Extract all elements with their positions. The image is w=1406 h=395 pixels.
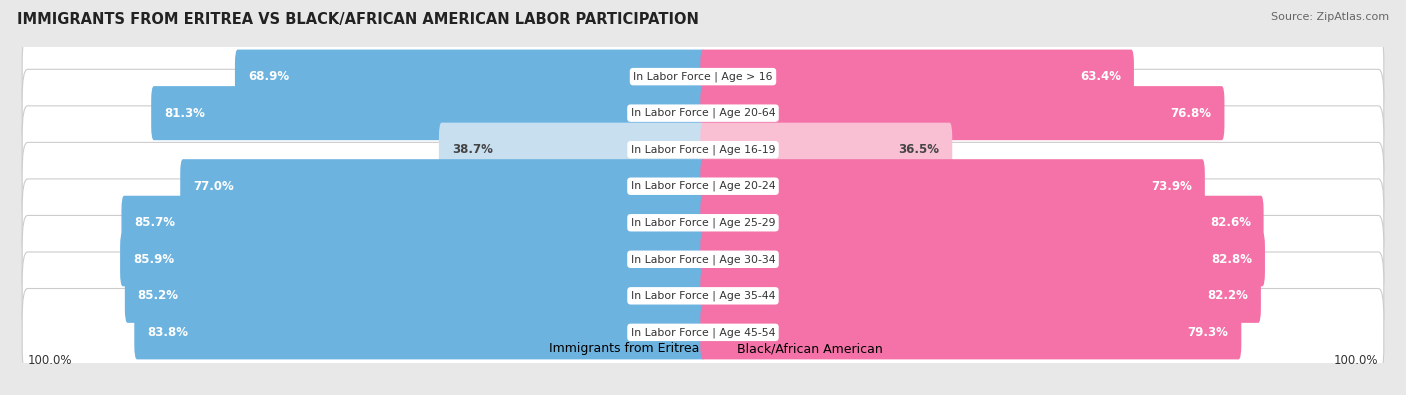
Text: 85.7%: 85.7% [135,216,176,229]
FancyBboxPatch shape [22,69,1384,157]
FancyBboxPatch shape [700,50,1133,103]
Text: In Labor Force | Age 35-44: In Labor Force | Age 35-44 [631,291,775,301]
Text: 81.3%: 81.3% [165,107,205,120]
Text: 82.2%: 82.2% [1208,289,1249,302]
FancyBboxPatch shape [22,252,1384,340]
FancyBboxPatch shape [700,196,1264,250]
FancyBboxPatch shape [22,288,1384,376]
Text: In Labor Force | Age 16-19: In Labor Force | Age 16-19 [631,145,775,155]
Text: 82.6%: 82.6% [1209,216,1251,229]
Legend: Immigrants from Eritrea, Black/African American: Immigrants from Eritrea, Black/African A… [519,337,887,360]
FancyBboxPatch shape [700,305,1241,359]
FancyBboxPatch shape [22,215,1384,303]
FancyBboxPatch shape [700,123,952,177]
Text: In Labor Force | Age 25-29: In Labor Force | Age 25-29 [631,218,775,228]
Text: In Labor Force | Age 45-54: In Labor Force | Age 45-54 [631,327,775,338]
Text: In Labor Force | Age 20-64: In Labor Force | Age 20-64 [631,108,775,118]
Text: 83.8%: 83.8% [148,326,188,339]
Text: 36.5%: 36.5% [898,143,939,156]
FancyBboxPatch shape [22,142,1384,230]
FancyBboxPatch shape [125,269,706,323]
FancyBboxPatch shape [439,123,706,177]
FancyBboxPatch shape [22,106,1384,194]
Text: 100.0%: 100.0% [1334,354,1378,367]
Text: 79.3%: 79.3% [1188,326,1229,339]
Text: IMMIGRANTS FROM ERITREA VS BLACK/AFRICAN AMERICAN LABOR PARTICIPATION: IMMIGRANTS FROM ERITREA VS BLACK/AFRICAN… [17,12,699,27]
FancyBboxPatch shape [22,33,1384,120]
FancyBboxPatch shape [700,159,1205,213]
Text: 76.8%: 76.8% [1171,107,1212,120]
Text: 77.0%: 77.0% [193,180,233,193]
Text: Source: ZipAtlas.com: Source: ZipAtlas.com [1271,12,1389,22]
FancyBboxPatch shape [700,232,1265,286]
Text: In Labor Force | Age > 16: In Labor Force | Age > 16 [633,71,773,82]
Text: 100.0%: 100.0% [28,354,72,367]
Text: 63.4%: 63.4% [1080,70,1121,83]
FancyBboxPatch shape [235,50,706,103]
Text: In Labor Force | Age 30-34: In Labor Force | Age 30-34 [631,254,775,265]
FancyBboxPatch shape [121,196,706,250]
Text: 68.9%: 68.9% [247,70,288,83]
Text: 82.8%: 82.8% [1211,253,1253,266]
FancyBboxPatch shape [700,86,1225,140]
Text: 85.2%: 85.2% [138,289,179,302]
FancyBboxPatch shape [22,179,1384,267]
Text: 38.7%: 38.7% [451,143,492,156]
FancyBboxPatch shape [120,232,706,286]
Text: 73.9%: 73.9% [1152,180,1192,193]
Text: 85.9%: 85.9% [134,253,174,266]
Text: In Labor Force | Age 20-24: In Labor Force | Age 20-24 [631,181,775,192]
FancyBboxPatch shape [135,305,706,359]
FancyBboxPatch shape [700,269,1261,323]
FancyBboxPatch shape [152,86,706,140]
FancyBboxPatch shape [180,159,706,213]
